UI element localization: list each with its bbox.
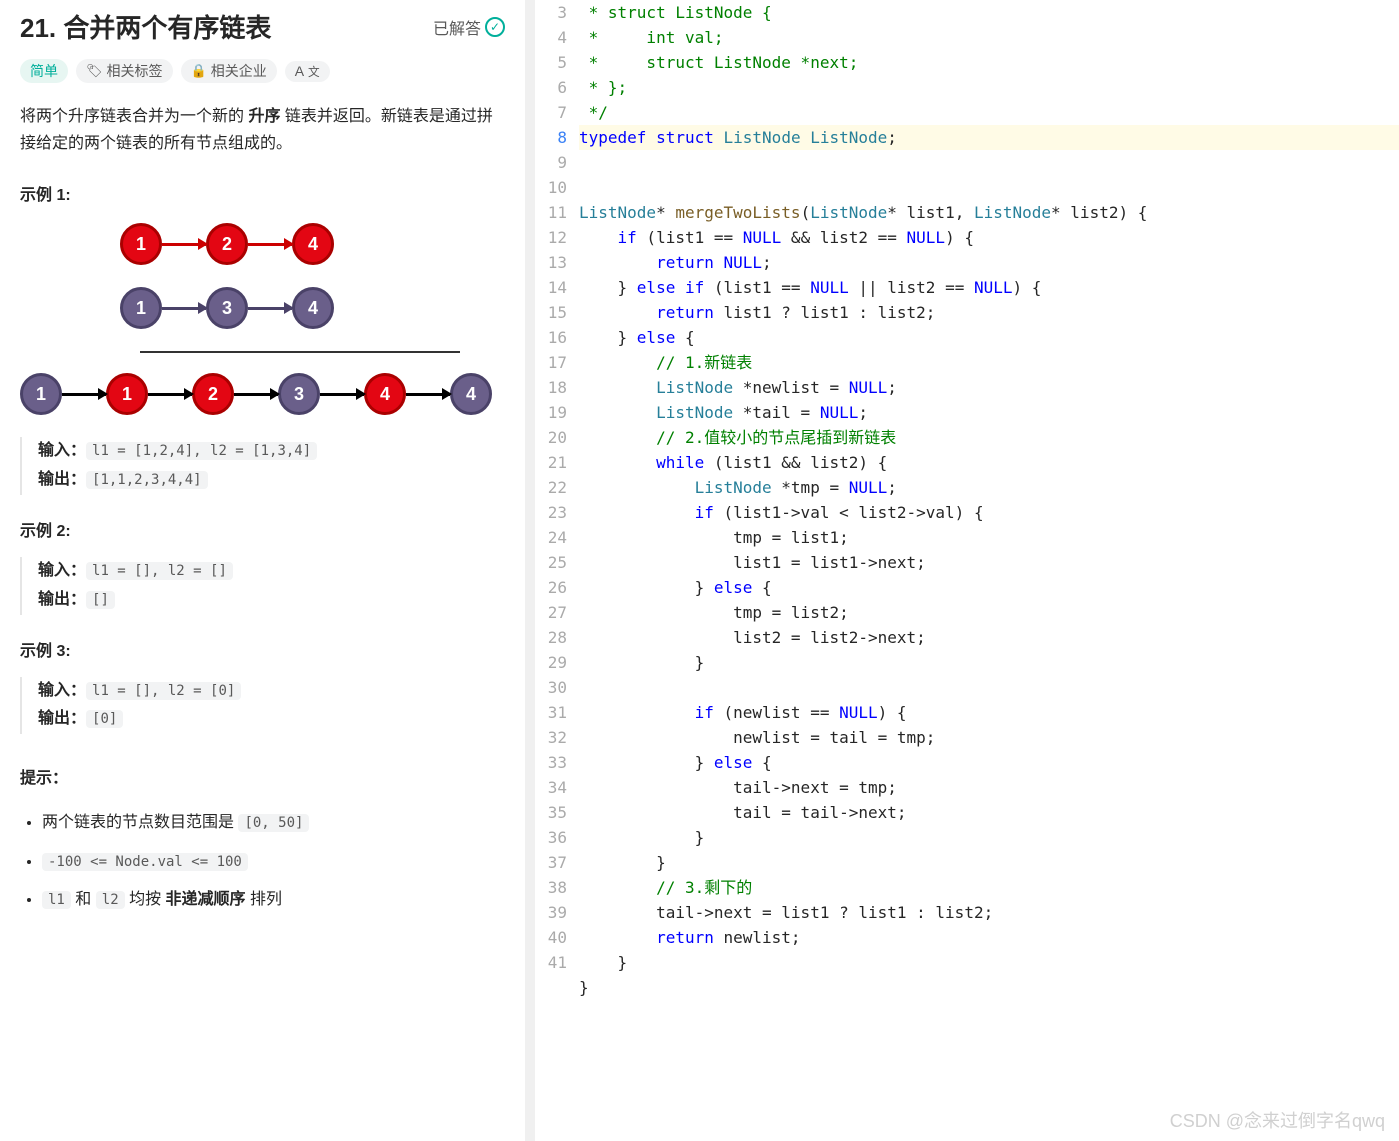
companies-label: 相关企业: [211, 61, 267, 81]
problem-panel: 21. 合并两个有序链表 已解答 ✓ 简单 🏷相关标签 🔒相关企业 A文 将两个…: [0, 0, 525, 1141]
list-node: 1: [120, 223, 162, 265]
tag-icon: 🏷: [86, 63, 103, 79]
solved-label: 已解答: [433, 15, 481, 39]
list-node: 4: [292, 223, 334, 265]
code-content[interactable]: * struct ListNode { * int val; * struct …: [579, 0, 1399, 1141]
hint-item: 两个链表的节点数目范围是 [0, 50]: [42, 804, 505, 842]
list-node: 4: [292, 287, 334, 329]
problem-header: 21. 合并两个有序链表 已解答 ✓: [20, 0, 505, 45]
lang-label: A: [295, 63, 304, 79]
example-1-title: 示例 1:: [20, 181, 505, 205]
hints-title: 提示：: [20, 764, 505, 788]
list-node: 3: [206, 287, 248, 329]
diagram-list2: 1 3 4: [120, 287, 505, 329]
arrow-icon: [248, 243, 292, 246]
arrow-icon: [406, 393, 450, 396]
problem-title: 21. 合并两个有序链表: [20, 8, 271, 45]
example-2-title: 示例 2:: [20, 517, 505, 541]
topics-label: 相关标签: [107, 61, 163, 81]
arrow-icon: [320, 393, 364, 396]
list-node: 1: [106, 373, 148, 415]
companies-tag[interactable]: 🔒相关企业: [181, 59, 277, 83]
list-node: 2: [206, 223, 248, 265]
example-3-output: [0]: [86, 710, 123, 728]
arrow-icon: [248, 307, 292, 310]
example-1-input: l1 = [1,2,4], l2 = [1,3,4]: [86, 442, 317, 460]
list-node: 4: [364, 373, 406, 415]
check-icon: ✓: [485, 17, 505, 37]
hints-list: 两个链表的节点数目范围是 [0, 50] -100 <= Node.val <=…: [20, 804, 505, 919]
arrow-icon: [62, 393, 106, 396]
hint-item: l1 和 l2 均按 非递减顺序 排列: [42, 881, 505, 919]
topics-tag[interactable]: 🏷相关标签: [76, 59, 173, 83]
example-3-io: 输入：l1 = [], l2 = [0] 输出：[0]: [20, 677, 505, 735]
difficulty-tag[interactable]: 简单: [20, 59, 68, 83]
example-3-input: l1 = [], l2 = [0]: [86, 682, 241, 700]
example-1-io: 输入：l1 = [1,2,4], l2 = [1,3,4] 输出：[1,1,2,…: [20, 437, 505, 495]
line-gutter: 3456789101112131415161718192021222324252…: [535, 0, 579, 1141]
problem-description: 将两个升序链表合并为一个新的 升序 链表并返回。新链表是通过拼接给定的两个链表的…: [20, 103, 505, 157]
example-diagram: 1 2 4 1 3 4 1 1 2 3 4 4: [120, 223, 505, 415]
diagram-divider: [140, 351, 460, 353]
example-1-output: [1,1,2,3,4,4]: [86, 471, 208, 489]
list-node: 4: [450, 373, 492, 415]
lock-icon: 🔒: [191, 63, 207, 79]
hints-section: 提示： 两个链表的节点数目范围是 [0, 50] -100 <= Node.va…: [20, 764, 505, 919]
arrow-icon: [148, 393, 192, 396]
diagram-list1: 1 2 4: [120, 223, 505, 265]
example-2-output: []: [86, 591, 115, 609]
example-2-io: 输入：l1 = [], l2 = [] 输出：[]: [20, 557, 505, 615]
problem-number: 21: [20, 13, 49, 43]
problem-title-text: 合并两个有序链表: [63, 13, 271, 43]
list-node: 2: [192, 373, 234, 415]
arrow-icon: [162, 243, 206, 246]
list-node: 1: [120, 287, 162, 329]
diagram-merged: 1 1 2 3 4 4: [20, 373, 505, 415]
arrow-icon: [162, 307, 206, 310]
lang-tag[interactable]: A文: [285, 61, 330, 82]
example-3-title: 示例 3:: [20, 637, 505, 661]
panel-divider[interactable]: [525, 0, 535, 1141]
solved-badge: 已解答 ✓: [433, 15, 505, 39]
list-node: 3: [278, 373, 320, 415]
code-editor[interactable]: 3456789101112131415161718192021222324252…: [535, 0, 1399, 1141]
tag-row: 简单 🏷相关标签 🔒相关企业 A文: [20, 59, 505, 83]
watermark: CSDN @念来过倒字名qwq: [1170, 1107, 1385, 1133]
arrow-icon: [234, 393, 278, 396]
hint-item: -100 <= Node.val <= 100: [42, 843, 505, 881]
list-node: 1: [20, 373, 62, 415]
example-2-input: l1 = [], l2 = []: [86, 562, 233, 580]
